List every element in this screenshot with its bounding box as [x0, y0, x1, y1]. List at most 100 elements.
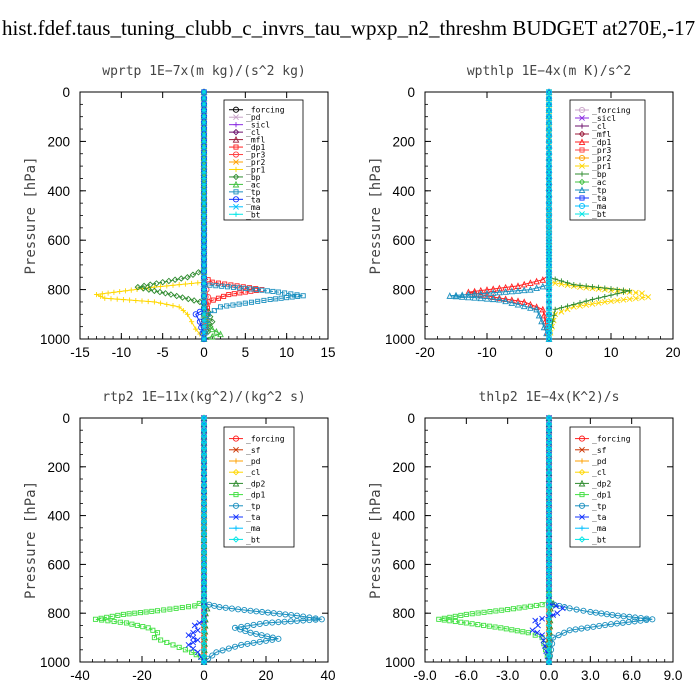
data-point: [201, 126, 207, 132]
data-point: [264, 609, 271, 616]
y-tick-label: 1000: [40, 655, 70, 670]
legend-entry: _ta: [246, 195, 261, 204]
y-tick-label: 400: [392, 184, 415, 199]
data-point: [258, 632, 265, 639]
data-point: [200, 530, 208, 538]
legend-entry: _tp: [246, 188, 261, 197]
data-point: [200, 542, 208, 550]
data-point: [190, 297, 198, 304]
data-point: [128, 287, 134, 293]
legend-entry: _ta: [246, 513, 261, 522]
data-point: [111, 289, 117, 295]
data-point: [446, 292, 454, 299]
data-point: [111, 618, 117, 625]
data-point: [200, 451, 208, 458]
data-point: [463, 620, 469, 626]
data-point: [546, 255, 552, 262]
data-point: [250, 639, 257, 646]
data-point: [201, 144, 207, 151]
data-point: [93, 291, 100, 298]
data-point: [566, 627, 573, 634]
x-tick-label: 10: [603, 345, 618, 360]
data-point: [293, 617, 301, 624]
legend-entry: _forcing: [592, 106, 631, 115]
data-point: [278, 295, 284, 301]
data-point: [114, 296, 120, 302]
data-point: [546, 163, 552, 170]
data-point: [607, 621, 615, 628]
figure-title: hist.fdef.taus_tuning_clubb_c_invrs_tau_…: [2, 16, 696, 40]
data-point: [545, 506, 553, 513]
legend-entry: _bt: [592, 210, 607, 219]
data-point: [589, 296, 595, 303]
data-point: [545, 646, 553, 654]
data-point: [601, 299, 608, 305]
data-point: [247, 607, 254, 614]
legend-swatch-marker: [233, 114, 239, 121]
data-point: [201, 219, 207, 225]
data-point: [149, 608, 155, 614]
legend-swatch-marker: [233, 446, 239, 453]
data-point: [151, 287, 158, 295]
data-point: [208, 325, 216, 333]
data-point: [595, 300, 602, 306]
data-point: [201, 212, 207, 219]
data-point: [241, 606, 248, 614]
data-point: [288, 291, 294, 297]
data-point: [237, 290, 243, 296]
data-point: [201, 336, 207, 342]
data-point: [185, 604, 192, 610]
data-point: [551, 312, 557, 318]
legend-swatch-marker: [578, 186, 586, 194]
data-point: [436, 616, 442, 622]
data-point: [545, 548, 553, 556]
data-point: [559, 605, 566, 612]
data-point: [458, 612, 464, 618]
data-point: [527, 300, 534, 308]
data-point: [637, 615, 644, 622]
data-point: [546, 157, 552, 163]
legend-swatch-marker: [579, 115, 585, 121]
legend-entry: _ma: [592, 202, 607, 211]
data-point: [275, 619, 282, 626]
data-point: [213, 649, 220, 656]
data-point: [269, 619, 276, 626]
data-point: [226, 292, 232, 298]
data-point: [200, 439, 208, 446]
data-point: [117, 288, 123, 295]
data-point: [200, 634, 208, 641]
data-point: [545, 652, 553, 660]
data-point: [221, 293, 227, 299]
data-point: [284, 295, 290, 301]
data-point: [264, 633, 271, 640]
series-bt: [200, 414, 208, 666]
data-point: [546, 138, 552, 145]
data-point: [493, 608, 499, 614]
legend-swatch-marker: [233, 458, 239, 464]
legend-entry: _cl: [592, 468, 607, 477]
data-point: [546, 150, 552, 157]
legend-swatch-marker: [233, 189, 239, 195]
data-point: [154, 608, 161, 614]
data-point: [545, 420, 553, 428]
data-point: [300, 613, 307, 620]
data-point: [200, 463, 208, 471]
data-point: [558, 278, 564, 284]
data-point: [147, 281, 154, 288]
data-point: [164, 301, 170, 308]
data-point: [201, 249, 207, 256]
data-point: [546, 144, 552, 151]
data-point: [469, 611, 475, 617]
series-tp: [446, 88, 553, 343]
x-tick-label: 40: [320, 668, 335, 683]
series-line: [94, 92, 205, 340]
data-point: [224, 303, 230, 309]
legend-swatch-marker: [579, 446, 585, 453]
data-point: [608, 286, 614, 292]
data-point: [539, 305, 547, 313]
data-point: [546, 175, 552, 182]
data-point: [200, 433, 208, 440]
data-point: [645, 294, 652, 300]
data-point: [545, 555, 553, 562]
data-point: [200, 573, 208, 580]
